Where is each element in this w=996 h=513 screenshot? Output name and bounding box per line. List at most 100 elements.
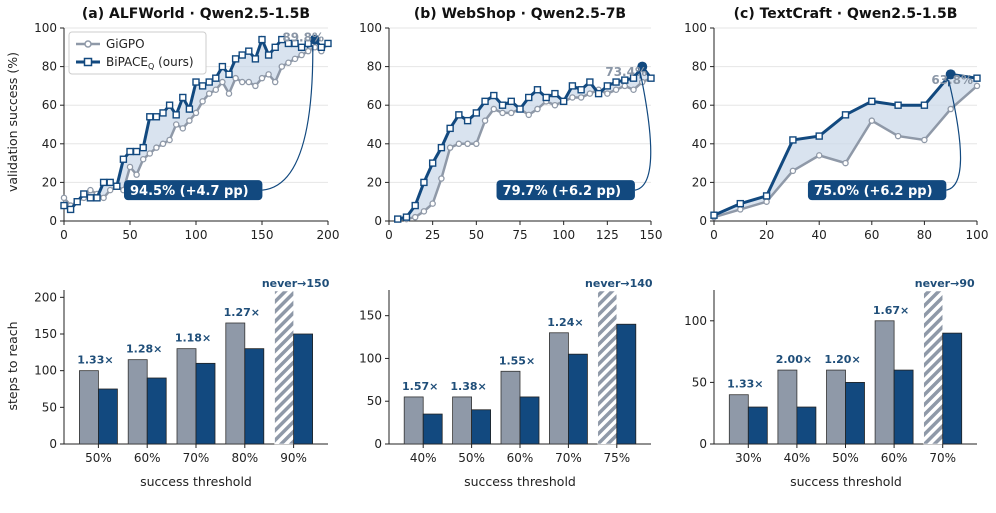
gigpo-bar	[826, 369, 846, 445]
speedup-label: 1.67×	[873, 304, 909, 317]
bipace-point	[420, 178, 428, 187]
x-tick-label: 50%	[458, 451, 485, 465]
gigpo-point	[508, 109, 515, 117]
gigpo-point	[481, 117, 489, 124]
never-bar	[597, 290, 618, 445]
gigpo-point	[464, 140, 471, 148]
gigpo-point	[212, 86, 220, 94]
gigpo-point	[192, 109, 200, 117]
gigpo-point	[815, 152, 823, 159]
bipace-point	[93, 194, 101, 202]
gigpo-point	[490, 105, 498, 113]
x-tick-label: 150	[640, 228, 663, 242]
gigpo-point	[199, 98, 206, 105]
y-tick-label: 150	[34, 327, 57, 341]
speedup-label: 1.28×	[126, 343, 162, 356]
gigpo-bar	[176, 348, 197, 445]
gigpo-point	[868, 117, 876, 124]
bipace-point	[73, 197, 81, 206]
x-tick-label: 25	[425, 228, 440, 242]
line-panel-webshop: (b) WebShop · Qwen2.5-7B 0 20 40 60 80 100 0 25 5…	[359, 6, 662, 242]
bipace-point	[621, 76, 629, 84]
bipace-point	[894, 101, 902, 109]
best-point	[945, 69, 956, 80]
x-tick-label: 40%	[784, 451, 811, 465]
x-tick-label: 0	[385, 228, 393, 242]
bipace-point	[437, 143, 446, 152]
bipace-point	[251, 55, 260, 63]
bipace-point	[212, 74, 220, 82]
bar-panel-textcraft: 0 50 100 30% 1.33× 40% 2.00× 50% 1.20× 60% 1.67× 70…	[684, 277, 977, 465]
bipace-point	[568, 82, 577, 90]
bipace-bar	[845, 381, 865, 445]
gigpo-point	[763, 198, 770, 205]
legend-bipace-label: BiPACEQ (ours)	[106, 55, 194, 71]
gigpo-point	[551, 101, 559, 109]
y-tick-label: 50	[367, 394, 382, 408]
bipace-point	[99, 178, 108, 187]
bipace-point	[594, 89, 603, 98]
bipace-point	[205, 78, 213, 86]
legend-gigpo-label: GiGPO	[106, 37, 145, 51]
gigpo-bar	[79, 370, 99, 445]
bipace-bar	[195, 362, 216, 445]
y-tick-label: 50	[42, 400, 57, 414]
y-tick-label: 40	[42, 137, 57, 151]
gigpo-bar	[777, 369, 798, 445]
y-tick-label: 0	[49, 437, 57, 451]
gigpo-point	[842, 159, 849, 167]
gigpo-point	[438, 175, 445, 182]
panel-title: (b) WebShop · Qwen2.5-7B	[414, 6, 626, 22]
gigpo-point	[166, 136, 173, 144]
bipace-point	[317, 43, 326, 51]
bipace-point	[86, 194, 95, 202]
y-tick-label: 20	[42, 175, 57, 189]
gigpo-point	[612, 86, 620, 94]
legend-bipace-marker	[83, 57, 93, 67]
gigpo-point	[252, 82, 259, 90]
bipace-point	[80, 190, 88, 198]
panel-title: (a) ALFWorld · Qwen2.5-1.5B	[82, 6, 310, 22]
x-tick-label: 60%	[507, 451, 534, 465]
gigpo-point	[186, 117, 193, 124]
bipace-point	[238, 51, 246, 59]
gigpo-point	[455, 140, 463, 148]
annotation-text: 75.0% (+6.2 pp)	[814, 184, 933, 199]
x-tick-label: 125	[596, 228, 619, 242]
bipace-point	[525, 93, 533, 102]
x-tick-label: 0	[60, 228, 68, 242]
bar-xlabel-b: success threshold	[464, 474, 576, 489]
gigpo-point	[225, 90, 233, 97]
x-tick-label: 50	[469, 228, 484, 242]
gigpo-point	[265, 71, 272, 78]
bipace-point	[577, 86, 585, 94]
bipace-point	[304, 39, 312, 48]
bipace-bar	[796, 406, 817, 445]
y-tick-label: 0	[699, 437, 707, 451]
legend-gigpo-marker	[84, 40, 92, 48]
speedup-label: 1.57×	[402, 380, 438, 393]
y-tick-label: 0	[374, 437, 382, 451]
bipace-point	[225, 70, 233, 79]
y-tick-label: 60	[367, 98, 382, 112]
x-tick-label: 60	[864, 228, 879, 242]
bottom-ylabel: steps to reach	[5, 321, 20, 410]
speedup-label: 1.27×	[224, 306, 260, 319]
bipace-point	[463, 116, 472, 125]
never-label: never→90	[915, 277, 975, 290]
speedup-label: 1.18×	[175, 332, 211, 345]
bipace-bar	[519, 396, 540, 445]
bipace-bar	[146, 377, 167, 445]
gigpo-point	[219, 78, 226, 86]
annotation-arrowhead	[306, 45, 314, 52]
y-tick-label: 60	[692, 98, 707, 112]
legend: GiGPO BiPACEQ (ours)	[68, 31, 207, 75]
bipace-point	[185, 105, 194, 113]
best-point	[637, 61, 648, 72]
bipace-bar	[422, 413, 443, 445]
annotation-box	[124, 180, 263, 201]
gigpo-point	[60, 194, 68, 202]
gigpo-point	[87, 186, 94, 194]
gigpo-point	[621, 82, 629, 90]
